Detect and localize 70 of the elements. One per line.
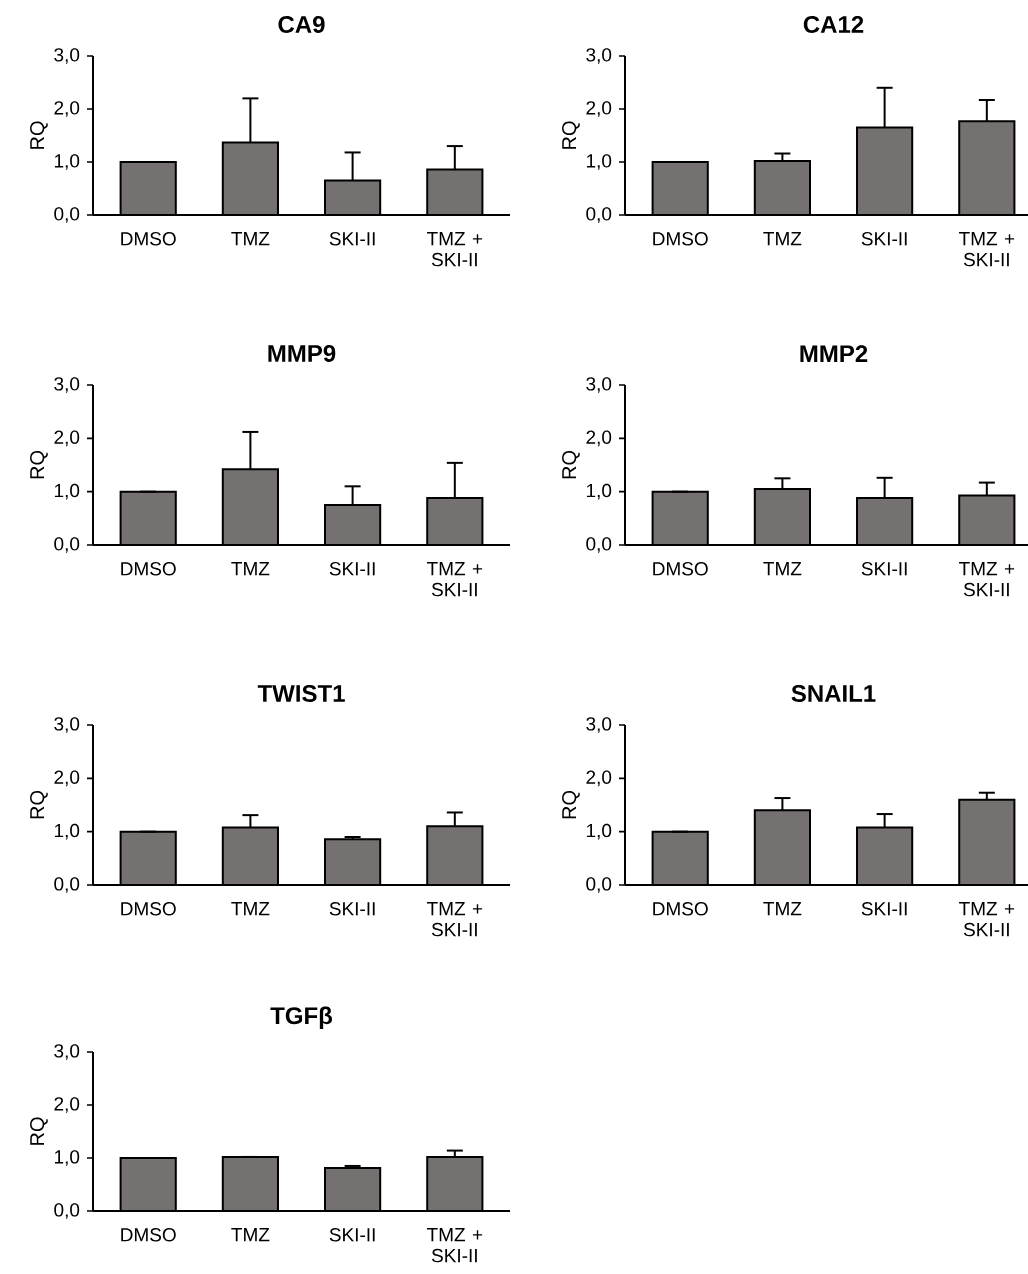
y-tick-label: 0,0 — [54, 1203, 80, 1219]
y-tick-label: 0,0 — [54, 537, 80, 553]
y-axis-title: RQ — [562, 121, 580, 149]
y-axis-title: RQ — [30, 1117, 48, 1145]
y-tick-label: 1,0 — [54, 154, 80, 170]
x-tick-label: TMZ — [763, 232, 802, 246]
y-tick-label: 2,0 — [54, 430, 80, 447]
y-axis-title: RQ — [30, 121, 48, 149]
x-tick-label: DMSO — [121, 232, 176, 246]
chart-title: MMP2 — [800, 345, 868, 362]
y-tick-label: 1,0 — [54, 483, 80, 500]
y-tick-label: 1,0 — [586, 823, 612, 840]
x-tick-label: DMSO — [653, 902, 708, 916]
x-tick-label: TMZ + SKI-II — [427, 902, 483, 937]
y-tick-label: 0,0 — [54, 877, 80, 893]
x-tick-label: TMZ — [231, 232, 270, 246]
x-tick-label: TMZ + SKI-II — [427, 1228, 483, 1263]
chart-title: MMP9 — [268, 344, 336, 362]
y-tick-label: 0,0 — [54, 207, 80, 223]
y-tick-label: 0,0 — [586, 537, 612, 553]
x-tick-label: DMSO — [121, 902, 176, 916]
y-tick-label: 3,0 — [586, 377, 612, 393]
y-tick-label: 3,0 — [586, 48, 612, 64]
chart-title: CA9 — [278, 15, 325, 33]
y-axis-title: RQ — [562, 790, 580, 819]
x-tick-label: TMZ + SKI-II — [427, 562, 483, 597]
y-tick-label: 3,0 — [54, 1044, 80, 1060]
chart-title: TWIST1 — [257, 684, 345, 702]
y-tick-label: 2,0 — [586, 101, 612, 117]
x-tick-label: DMSO — [653, 562, 708, 576]
x-tick-label: TMZ — [231, 562, 270, 576]
y-tick-label: 3,0 — [586, 717, 612, 733]
x-tick-label: TMZ + SKI-II — [959, 902, 1015, 937]
x-tick-label: TMZ — [763, 562, 802, 576]
x-tick-label: TMZ — [231, 902, 270, 916]
x-tick-label: TMZ — [763, 902, 802, 916]
y-tick-label: 1,0 — [586, 483, 612, 500]
x-tick-label: TMZ + SKI-II — [959, 232, 1015, 267]
y-tick-label: 2,0 — [54, 1097, 80, 1113]
chart-title: TGFβ — [270, 1006, 333, 1029]
y-tick-label: 3,0 — [54, 48, 80, 64]
x-tick-label: TMZ — [231, 1228, 270, 1242]
x-tick-label: SKI-II — [329, 232, 375, 246]
y-tick-label: 3,0 — [54, 717, 80, 733]
chart-title: SNAIL1 — [791, 684, 876, 702]
x-tick-label: SKI-II — [329, 1228, 375, 1242]
y-tick-label: 1,0 — [586, 154, 612, 170]
y-tick-label: 2,0 — [54, 770, 80, 787]
y-axis-title: RQ — [30, 450, 48, 479]
x-tick-label: TMZ + SKI-II — [427, 232, 483, 267]
x-tick-label: SKI-II — [861, 562, 907, 576]
x-tick-label: SKI-II — [329, 902, 375, 916]
y-tick-label: 3,0 — [54, 377, 80, 393]
x-tick-label: SKI-II — [861, 902, 907, 916]
chart-title: CA12 — [803, 15, 864, 33]
y-tick-label: 0,0 — [586, 207, 612, 223]
y-axis-title: RQ — [30, 790, 48, 819]
y-tick-label: 1,0 — [54, 1150, 80, 1166]
x-tick-label: DMSO — [653, 232, 708, 246]
y-tick-label: 2,0 — [586, 430, 612, 447]
x-tick-label: SKI-II — [329, 562, 375, 576]
x-tick-label: DMSO — [121, 562, 176, 576]
x-tick-label: TMZ + SKI-II — [959, 562, 1015, 597]
x-tick-label: SKI-II — [861, 232, 907, 246]
y-tick-label: 2,0 — [54, 101, 80, 117]
y-axis-title: RQ — [562, 450, 580, 479]
y-tick-label: 1,0 — [54, 823, 80, 840]
x-tick-label: DMSO — [121, 1228, 176, 1242]
y-tick-label: 0,0 — [586, 877, 612, 893]
y-tick-label: 2,0 — [586, 770, 612, 787]
